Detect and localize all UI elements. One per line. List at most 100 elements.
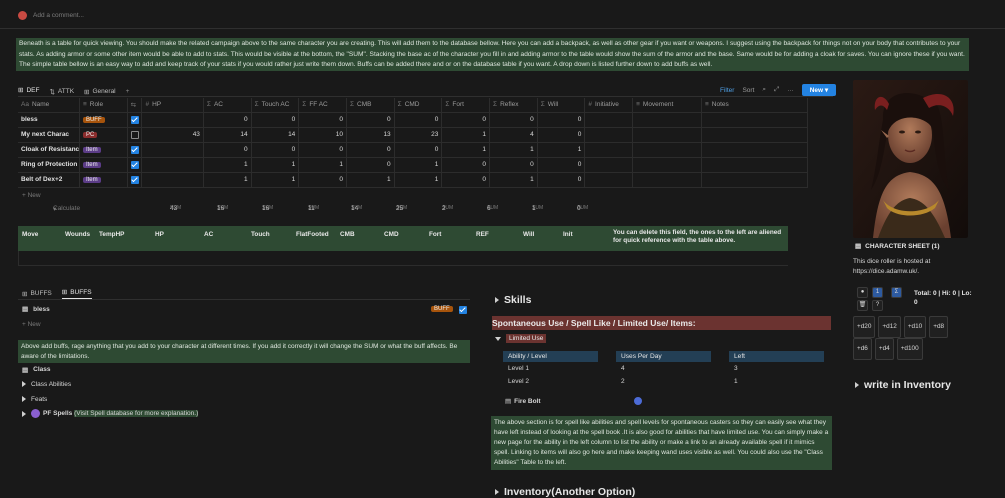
buffs-row[interactable]: ▤ bless [22, 305, 50, 314]
stat-cell[interactable]: 1 [489, 142, 538, 158]
hp-cell[interactable]: 43 [141, 127, 204, 143]
column-header[interactable]: Σ FF AC [298, 98, 347, 113]
empty-cell[interactable] [701, 172, 809, 188]
stat-cell[interactable]: 0 [298, 172, 347, 188]
row-role-cell[interactable]: Item [79, 142, 128, 158]
limited-use-toggle[interactable]: Limited Use [495, 334, 547, 343]
new-button[interactable]: New ▾ [801, 84, 837, 96]
skills-toggle[interactable]: Skills [495, 294, 531, 306]
stat-cell[interactable]: 1 [203, 157, 252, 173]
stat-cell[interactable]: 0 [394, 112, 443, 128]
stat-cell[interactable]: 1 [298, 157, 347, 173]
table-row[interactable]: Level 1 4 3 [503, 362, 824, 375]
buffs-new-button[interactable]: + New [22, 321, 41, 328]
row-checkbox-cell[interactable] [127, 112, 143, 128]
empty-cell[interactable] [584, 112, 634, 128]
stat-cell[interactable]: 0 [441, 157, 491, 173]
sort-button[interactable]: Sort [742, 86, 755, 94]
stat-cell[interactable]: 4 [489, 127, 538, 143]
write-inventory-toggle[interactable]: write in Inventory [855, 379, 951, 391]
row-checkbox[interactable] [130, 115, 139, 124]
row-role-cell[interactable]: BUFF [79, 112, 128, 128]
empty-cell[interactable] [584, 172, 634, 188]
table-row[interactable]: My next Charac PC 43 14 14 10 13 23 1 4 0 [18, 127, 809, 143]
buffs-view-tab[interactable]: ⊞ BUFFS [61, 288, 92, 299]
one-die-icon[interactable]: 1 [872, 287, 883, 298]
dice-button[interactable]: +d8 [929, 316, 949, 338]
empty-cell[interactable] [632, 157, 702, 173]
column-header[interactable]: ≡ Role [79, 98, 128, 113]
simple-stats-empty-row[interactable] [18, 251, 788, 266]
stat-cell[interactable]: 0 [489, 157, 538, 173]
stat-cell[interactable]: 0 [537, 157, 586, 173]
column-header[interactable]: # HP [141, 98, 204, 113]
add-view-icon[interactable]: + [125, 88, 130, 95]
sum-cell[interactable]: SUM 1 [532, 205, 543, 212]
row-name[interactable]: My next Charac [18, 127, 80, 143]
hp-cell[interactable] [141, 142, 204, 158]
toggle-feats[interactable]: Feats [22, 396, 47, 403]
row-checkbox[interactable] [130, 175, 139, 184]
stat-cell[interactable]: 13 [346, 127, 395, 143]
stat-cell[interactable]: 0 [203, 142, 252, 158]
row-checkbox[interactable] [130, 130, 139, 139]
empty-cell[interactable] [632, 142, 702, 158]
empty-cell[interactable] [584, 157, 634, 173]
stat-cell[interactable]: 0 [537, 112, 586, 128]
table-row[interactable]: Level 2 2 1 [503, 375, 824, 388]
sum-cell[interactable]: SUM 16 [262, 205, 273, 212]
row-role-cell[interactable]: PC [79, 127, 128, 143]
trash-icon[interactable]: 🗑 [857, 300, 868, 311]
row-role-cell[interactable]: Item [79, 172, 128, 188]
expand-icon[interactable]: ⤢ [774, 86, 780, 93]
stat-cell[interactable]: 0 [251, 142, 300, 158]
stat-cell[interactable]: 1 [251, 172, 300, 188]
more-icon[interactable]: ··· [787, 86, 794, 94]
empty-cell[interactable] [701, 142, 809, 158]
row-checkbox-cell[interactable] [127, 172, 143, 188]
table-row[interactable]: bless BUFF 0 0 0 0 0 0 0 0 [18, 112, 809, 128]
sum-cell[interactable]: SUM 14 [351, 205, 362, 212]
view-tab-attk[interactable]: ⇅ ATTK [49, 88, 74, 96]
stat-cell[interactable]: 0 [298, 142, 347, 158]
empty-cell[interactable] [632, 127, 702, 143]
stat-cell[interactable]: 1 [489, 172, 538, 188]
stat-cell[interactable]: 1 [537, 142, 586, 158]
sum-cell[interactable]: SUM 43 [170, 205, 181, 212]
column-header[interactable]: Σ Will [537, 98, 586, 113]
toggle-pf-spells[interactable]: PF Spells (Visit Spell database for more… [22, 409, 199, 418]
buffs-view-tab[interactable]: ⊞ BUFFS [22, 290, 52, 298]
stat-cell[interactable]: 23 [394, 127, 443, 143]
limited-use-cell[interactable]: Level 2 [508, 378, 529, 385]
inventory-toggle[interactable]: Inventory(Another Option) [495, 486, 635, 498]
column-header[interactable]: Σ CMB [346, 98, 395, 113]
column-header[interactable]: ≡ Notes [701, 98, 809, 113]
stat-cell[interactable]: 14 [203, 127, 252, 143]
stat-cell[interactable]: 0 [394, 142, 443, 158]
stat-cell[interactable]: 0 [537, 172, 586, 188]
new-row-button[interactable]: + New [22, 192, 41, 199]
dice-button[interactable]: +d20 [853, 316, 876, 338]
column-header[interactable]: Σ AC [203, 98, 252, 113]
column-header[interactable]: ⇆ [127, 98, 143, 113]
stat-cell[interactable]: 1 [394, 157, 443, 173]
stat-cell[interactable]: 0 [203, 112, 252, 128]
empty-cell[interactable] [701, 157, 809, 173]
empty-cell[interactable] [632, 172, 702, 188]
calculate-label[interactable]: Calculate ▾ [53, 205, 81, 213]
sum-cell[interactable]: SUM 0 [577, 205, 588, 212]
empty-cell[interactable] [584, 142, 634, 158]
row-checkbox-cell[interactable] [127, 127, 143, 143]
dice-button[interactable]: +d10 [903, 316, 927, 338]
stat-cell[interactable]: 0 [346, 112, 395, 128]
stat-cell[interactable]: 0 [489, 112, 538, 128]
column-header[interactable]: Σ Touch AC [251, 98, 300, 113]
column-header[interactable]: # Initiative [584, 98, 634, 113]
stat-cell[interactable]: 0 [298, 112, 347, 128]
stat-cell[interactable]: 0 [346, 157, 395, 173]
comment-bar[interactable]: Add a comment... [18, 11, 84, 20]
buffs-row-checkbox[interactable] [459, 306, 467, 314]
hp-cell[interactable] [141, 172, 204, 188]
column-header[interactable]: ≡ Movement [632, 98, 702, 113]
stat-cell[interactable]: 0 [346, 142, 395, 158]
